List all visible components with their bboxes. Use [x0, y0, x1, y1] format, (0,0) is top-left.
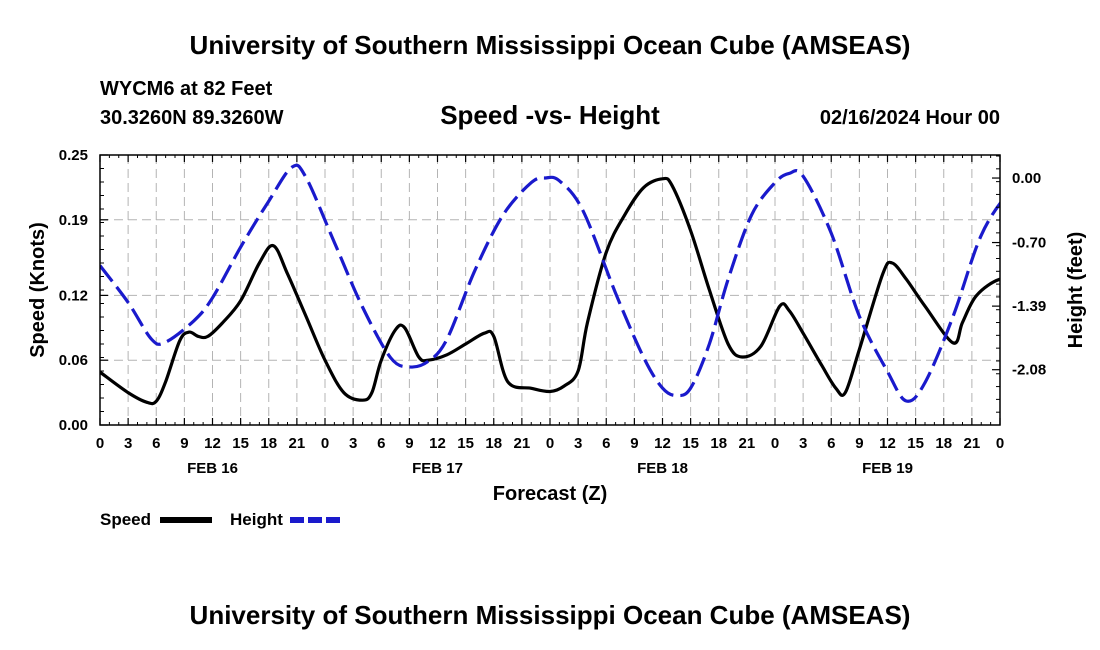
x-tick-label: 3 [799, 435, 807, 452]
x-tick-label: 9 [630, 435, 638, 452]
main-title: University of Southern Mississippi Ocean… [190, 30, 911, 60]
x-tick-label: 3 [574, 435, 582, 452]
x-tick-label: 15 [457, 435, 474, 452]
y2-tick-label: -1.39 [1012, 298, 1046, 315]
x-tick-label: 0 [546, 435, 554, 452]
x-tick-label: 12 [429, 435, 446, 452]
axes: 0 3 6 9 12 15 18 21 0 3 6 9 12 15 18 21 0 3 6 9 12 15 18 21 0 3 6 9… [59, 147, 1046, 477]
y2-tick-label: 0.00 [1012, 170, 1041, 187]
station-label: WYCM6 at 82 Feet [100, 78, 273, 100]
date-label: FEB 19 [862, 460, 913, 477]
plot-title: Speed -vs- Height [440, 100, 660, 130]
x-tick-label: 21 [739, 435, 756, 452]
date-label: FEB 18 [637, 460, 688, 477]
x-tick-label: 18 [935, 435, 952, 452]
x-tick-label: 21 [964, 435, 981, 452]
grid [100, 155, 1000, 425]
y-tick-label: 0.06 [59, 352, 88, 369]
y-axis-label: Speed (Knots) [27, 222, 49, 358]
y2-tick-label: -0.70 [1012, 235, 1046, 252]
x-tick-label: 12 [204, 435, 221, 452]
x-tick-label: 9 [855, 435, 863, 452]
x-tick-label: 9 [180, 435, 188, 452]
x-tick-label: 6 [827, 435, 835, 452]
x-tick-label: 21 [514, 435, 531, 452]
x-tick-label: 6 [152, 435, 160, 452]
x-tick-label: 18 [260, 435, 277, 452]
height-line [100, 163, 1000, 403]
date-label: FEB 17 [412, 460, 463, 477]
legend-height-label: Height [230, 510, 283, 529]
x-tick-label: 3 [124, 435, 132, 452]
y-tick-label: 0.12 [59, 287, 88, 304]
datetime-label: 02/16/2024 Hour 00 [820, 107, 1000, 129]
x-tick-label: 3 [349, 435, 357, 452]
x-tick-label: 12 [654, 435, 671, 452]
x-tick-label: 15 [682, 435, 699, 452]
coordinates-label: 30.3260N 89.3260W [100, 107, 284, 129]
footer-title: University of Southern Mississippi Ocean… [190, 600, 911, 630]
y-tick-label: 0.25 [59, 147, 88, 164]
x-tick-label: 21 [289, 435, 306, 452]
y-tick-label: 0.00 [59, 417, 88, 434]
x-axis-label: Forecast (Z) [493, 483, 607, 505]
x-tick-label: 15 [907, 435, 924, 452]
x-tick-label: 0 [996, 435, 1004, 452]
legend-speed-label: Speed [100, 510, 151, 529]
speed-line [100, 176, 1000, 406]
y-tick-label: 0.19 [59, 212, 88, 229]
x-tick-label: 6 [602, 435, 610, 452]
series-layer [100, 163, 1000, 406]
x-tick-label: 0 [96, 435, 104, 452]
x-tick-label: 18 [710, 435, 727, 452]
x-tick-label: 18 [485, 435, 502, 452]
x-tick-label: 6 [377, 435, 385, 452]
date-label: FEB 16 [187, 460, 238, 477]
y2-axis-label: Height (feet) [1065, 232, 1087, 349]
x-tick-label: 12 [879, 435, 896, 452]
legend: Speed Height [100, 510, 342, 529]
x-tick-label: 15 [232, 435, 249, 452]
x-tick-label: 0 [321, 435, 329, 452]
x-tick-label: 0 [771, 435, 779, 452]
x-tick-label: 9 [405, 435, 413, 452]
y2-tick-label: -2.08 [1012, 362, 1046, 379]
